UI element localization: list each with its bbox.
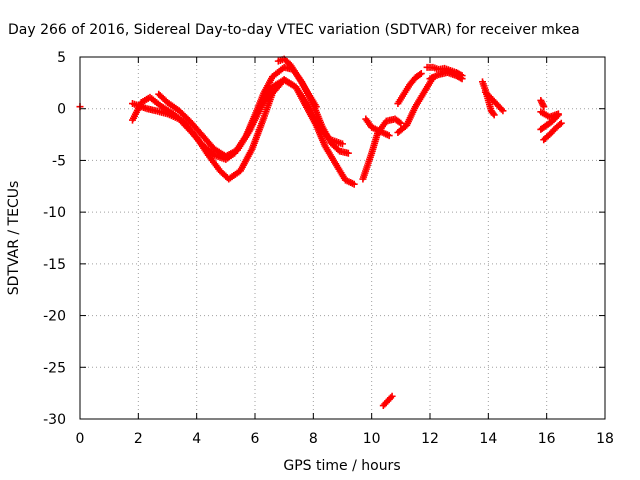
x-tick-label: 12 <box>421 431 439 447</box>
y-tick-label: 5 <box>57 50 66 66</box>
y-tick-label: -5 <box>52 153 66 169</box>
y-tick-label: -15 <box>43 257 66 273</box>
x-tick-label: 14 <box>479 431 497 447</box>
data-point <box>557 119 565 127</box>
data-point <box>388 392 396 400</box>
data-point <box>499 107 507 115</box>
x-tick-label: 8 <box>309 431 318 447</box>
data-point <box>339 140 346 148</box>
y-tick-label: -25 <box>43 360 66 376</box>
data-series-arc-m <box>481 88 507 115</box>
data-series-arc-c <box>155 76 346 160</box>
y-tick-label: -10 <box>43 205 66 221</box>
x-tick-label: 2 <box>134 431 143 447</box>
x-tick-label: 18 <box>596 431 614 447</box>
data-series-arc-k <box>426 69 466 83</box>
data-point <box>397 119 405 127</box>
data-point <box>417 70 425 78</box>
data-point <box>395 118 403 126</box>
y-tick-label: -20 <box>43 309 66 325</box>
chart-title: Day 266 of 2016, Sidereal Day-to-day VTE… <box>8 22 580 38</box>
y-tick-label: 0 <box>57 102 66 118</box>
x-tick-labels: 0 2 4 6 8 10 12 14 16 18 <box>76 431 614 447</box>
x-tick-label: 0 <box>76 431 85 447</box>
data-points <box>76 55 565 410</box>
data-point <box>458 75 466 83</box>
x-tick-label: 10 <box>363 431 381 447</box>
data-point <box>385 132 393 140</box>
data-series-arc-f <box>362 115 393 140</box>
x-tick-label: 16 <box>538 431 556 447</box>
data-point <box>416 71 424 79</box>
data-point <box>490 111 498 119</box>
y-axis-label: SDTVAR / TECUs <box>6 181 22 296</box>
data-point <box>489 110 497 118</box>
data-series-arc-o <box>540 119 565 144</box>
x-tick-label: 6 <box>251 431 260 447</box>
data-series-arc-d <box>274 55 320 111</box>
x-tick-label: 4 <box>192 431 201 447</box>
data-series-arc-i <box>379 392 396 410</box>
x-axis-label: GPS time / hours <box>283 458 400 474</box>
y-tick-labels: 5 0 -5 -10 -15 -20 -25 -30 <box>43 50 66 428</box>
data-point <box>540 103 548 111</box>
data-point <box>554 110 562 118</box>
y-tick-label: -30 <box>43 412 66 428</box>
data-point <box>556 120 564 128</box>
data-series-arc-q <box>537 96 548 111</box>
data-point <box>350 180 358 188</box>
plot-frame <box>79 56 606 420</box>
data-series-arc-h <box>394 70 425 108</box>
data-series-arc-e <box>359 115 405 183</box>
data-series-arc-p <box>537 108 562 121</box>
data-point <box>312 103 320 111</box>
data-point <box>344 149 352 157</box>
